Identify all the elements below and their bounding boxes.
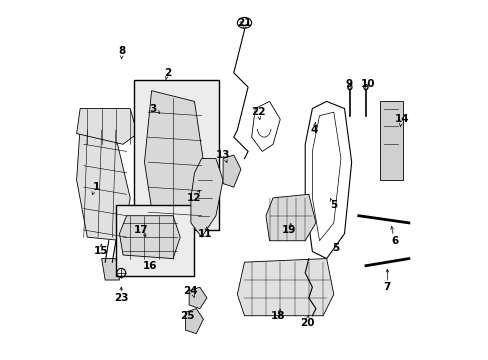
Bar <box>116 205 194 276</box>
Text: 17: 17 <box>133 225 148 235</box>
Polygon shape <box>119 216 180 258</box>
Text: 22: 22 <box>250 107 265 117</box>
Text: 6: 6 <box>390 236 397 246</box>
Text: 4: 4 <box>310 125 317 135</box>
Text: 20: 20 <box>299 318 314 328</box>
Polygon shape <box>265 194 315 241</box>
Text: 8: 8 <box>119 46 126 57</box>
Polygon shape <box>190 158 223 237</box>
Text: 16: 16 <box>142 261 157 271</box>
Text: 19: 19 <box>282 225 296 235</box>
Text: 10: 10 <box>360 78 374 89</box>
Polygon shape <box>223 155 241 187</box>
Text: 13: 13 <box>215 150 230 160</box>
Text: 24: 24 <box>183 286 198 296</box>
Polygon shape <box>77 109 137 144</box>
Bar <box>134 80 219 230</box>
Text: 23: 23 <box>114 293 128 303</box>
Text: 11: 11 <box>198 229 212 239</box>
Text: 7: 7 <box>383 282 390 292</box>
Bar <box>380 102 403 180</box>
Polygon shape <box>102 258 119 280</box>
Text: 25: 25 <box>180 311 194 321</box>
Text: 12: 12 <box>187 193 202 203</box>
Text: 3: 3 <box>149 104 157 113</box>
Text: 2: 2 <box>164 68 171 78</box>
Polygon shape <box>77 126 130 241</box>
Text: 9: 9 <box>345 78 352 89</box>
Text: 1: 1 <box>92 182 100 192</box>
Text: 18: 18 <box>271 311 285 321</box>
Polygon shape <box>144 91 205 216</box>
Text: 5: 5 <box>331 243 339 253</box>
Polygon shape <box>189 287 206 309</box>
Text: 14: 14 <box>393 114 408 124</box>
Polygon shape <box>185 309 203 334</box>
Text: 21: 21 <box>237 18 251 28</box>
Text: 5: 5 <box>329 200 337 210</box>
Text: 15: 15 <box>94 247 108 256</box>
Polygon shape <box>237 258 333 316</box>
